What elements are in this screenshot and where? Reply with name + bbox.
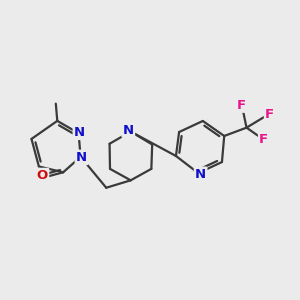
- Text: F: F: [265, 108, 274, 121]
- Text: O: O: [37, 169, 48, 182]
- Text: N: N: [123, 124, 134, 136]
- Text: F: F: [259, 133, 268, 146]
- Text: N: N: [76, 151, 87, 164]
- Text: N: N: [195, 168, 206, 181]
- Text: N: N: [74, 126, 85, 139]
- Text: F: F: [237, 99, 246, 112]
